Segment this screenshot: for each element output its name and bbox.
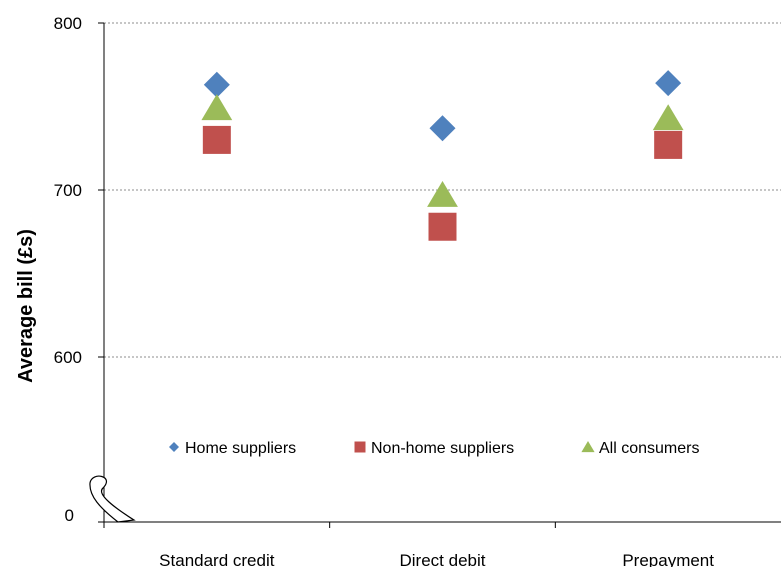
legend-marker-diamond [169,442,179,452]
y-axis-label: Average bill (£s) [15,229,37,383]
data-points [201,70,684,241]
y-tick-labels: 0 600 700 800 [54,14,82,525]
data-point-square [428,212,457,241]
data-point-diamond [655,70,682,97]
legend-marker-square [354,441,366,453]
data-point-triangle [201,94,233,121]
legend-marker-triangle [581,441,595,453]
legend: Home suppliers Non-home suppliers All cons… [169,440,699,457]
axis-break-mark [89,475,136,523]
y-tick-label: 600 [54,348,82,367]
legend-label: Home suppliers [185,440,296,457]
axes [89,22,781,528]
legend-label: All consumers [599,440,699,457]
legend-label: Non-home suppliers [371,440,514,457]
y-axis-ticks [98,22,104,523]
y-tick-label: 0 [65,506,74,525]
category-label: Prepayment [622,551,714,567]
gridlines [104,22,781,358]
data-point-triangle [427,181,458,207]
data-point-diamond [429,115,456,142]
category-labels: Standard credit Direct debit Prepayment [159,551,714,567]
data-point-diamond [203,71,230,98]
category-label: Direct debit [400,551,486,567]
data-point-square [202,125,231,154]
y-tick-label: 700 [54,181,82,200]
data-point-triangle [652,104,684,131]
data-point-square [654,130,683,159]
y-tick-label: 800 [54,14,82,33]
category-label: Standard credit [159,551,275,567]
x-axis-ticks [103,522,556,528]
